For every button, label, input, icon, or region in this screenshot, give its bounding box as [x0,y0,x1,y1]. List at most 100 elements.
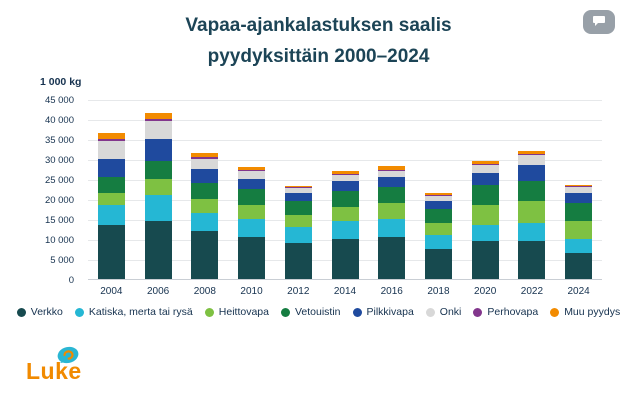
bar-segment[interactable] [238,169,266,171]
bar-segment[interactable] [191,169,219,183]
bar-segment[interactable] [331,173,359,175]
bar-segment[interactable] [471,173,499,185]
bar-segment[interactable] [565,239,593,253]
bar-segment[interactable] [378,165,406,170]
bar-segment[interactable] [378,171,406,177]
legend-item[interactable]: Onki [425,306,461,318]
bar-segment[interactable] [378,177,406,187]
bar-segment[interactable] [191,159,219,169]
bar-segment[interactable] [97,193,125,205]
bar-segment[interactable] [565,193,593,203]
bar-segment[interactable] [378,219,406,237]
bar-segment[interactable] [331,170,359,174]
bar-segment[interactable] [518,181,546,201]
legend-marker [16,307,26,317]
bar-segment[interactable] [97,205,125,225]
bar-segment[interactable] [284,201,312,215]
bar-segment[interactable] [144,221,172,279]
bar-segment[interactable] [518,155,546,165]
bar-segment[interactable] [518,153,546,155]
bar-segment[interactable] [97,225,125,279]
bar-segment[interactable] [238,219,266,237]
bar-segment[interactable] [378,203,406,219]
chart-options-button[interactable] [583,10,615,34]
bar-segment[interactable] [565,253,593,279]
bar-segment[interactable] [378,237,406,279]
legend-item[interactable]: Heittovapa [204,306,269,318]
bar-segment[interactable] [424,249,452,279]
bar-segment[interactable] [471,160,499,164]
bar-segment[interactable] [424,193,452,195]
bar-segment[interactable] [284,227,312,243]
bar-segment[interactable] [97,177,125,193]
bar-segment[interactable] [471,205,499,225]
bar-segment[interactable] [378,187,406,203]
bar-segment[interactable] [97,133,125,139]
bar-segment[interactable] [284,243,312,279]
bar-segment[interactable] [144,195,172,221]
bar-segment[interactable] [331,191,359,207]
bar-segment[interactable] [238,179,266,189]
bar-segment[interactable] [144,113,172,120]
bar-segment[interactable] [424,195,452,196]
bar-segment[interactable] [191,157,219,159]
bar-segment[interactable] [191,153,219,158]
y-tick-label: 35 000 [44,135,74,146]
legend-item[interactable]: Vetouistin [280,306,341,318]
bar-segment[interactable] [424,223,452,235]
legend-item[interactable]: Perhovapa [473,306,538,318]
bar-segment[interactable] [471,163,499,165]
bar-segment[interactable] [331,207,359,221]
legend-item[interactable]: Pilkkivapa [352,306,414,318]
bar-segment[interactable] [471,241,499,279]
bar-segment[interactable] [471,225,499,241]
bar-segment[interactable] [424,235,452,249]
bar-segment[interactable] [424,201,452,209]
bar-segment[interactable] [518,201,546,223]
legend-item[interactable]: Katiska, merta tai rysä [74,306,193,318]
bar-segment[interactable] [191,213,219,231]
bar-segment[interactable] [565,221,593,239]
bar-segment[interactable] [565,187,593,193]
bar-segment[interactable] [331,221,359,239]
bar-segment[interactable] [471,185,499,205]
bar-segment[interactable] [424,195,452,201]
bar-segment[interactable] [238,205,266,219]
legend-item[interactable]: Muu pyydys [550,306,620,318]
bar-segment[interactable] [471,165,499,173]
bar-segment[interactable] [191,231,219,279]
bar-segment[interactable] [97,141,125,159]
bar-segment[interactable] [284,193,312,201]
bar-segment[interactable] [191,183,219,199]
bar-segment[interactable] [518,150,546,154]
bar-segment[interactable] [284,186,312,188]
bar-segment[interactable] [238,166,266,170]
bar-segment[interactable] [238,171,266,179]
bar-segment[interactable] [331,181,359,191]
bar-segment[interactable] [565,185,593,187]
bar-segment[interactable] [97,139,125,141]
bar-segment[interactable] [144,139,172,161]
bar-column [471,100,499,279]
bar-segment[interactable] [284,215,312,227]
bar-segment[interactable] [331,239,359,279]
bar-segment[interactable] [144,161,172,179]
bar-segment[interactable] [284,187,312,189]
bar-segment[interactable] [378,169,406,171]
bar-segment[interactable] [144,179,172,195]
bar-segment[interactable] [518,165,546,181]
bar-segment[interactable] [144,119,172,121]
bar-segment[interactable] [518,241,546,279]
legend-item[interactable]: Verkko [16,306,63,318]
bar-segment[interactable] [518,223,546,241]
bar-segment[interactable] [284,188,312,193]
bar-segment[interactable] [424,209,452,223]
bar-segment[interactable] [238,237,266,279]
bar-segment[interactable] [565,203,593,221]
bar-segment[interactable] [238,189,266,205]
bar-segment[interactable] [144,121,172,139]
bar-segment[interactable] [97,159,125,177]
bar-segment[interactable] [565,186,593,187]
bar-segment[interactable] [331,175,359,181]
bar-segment[interactable] [191,199,219,213]
